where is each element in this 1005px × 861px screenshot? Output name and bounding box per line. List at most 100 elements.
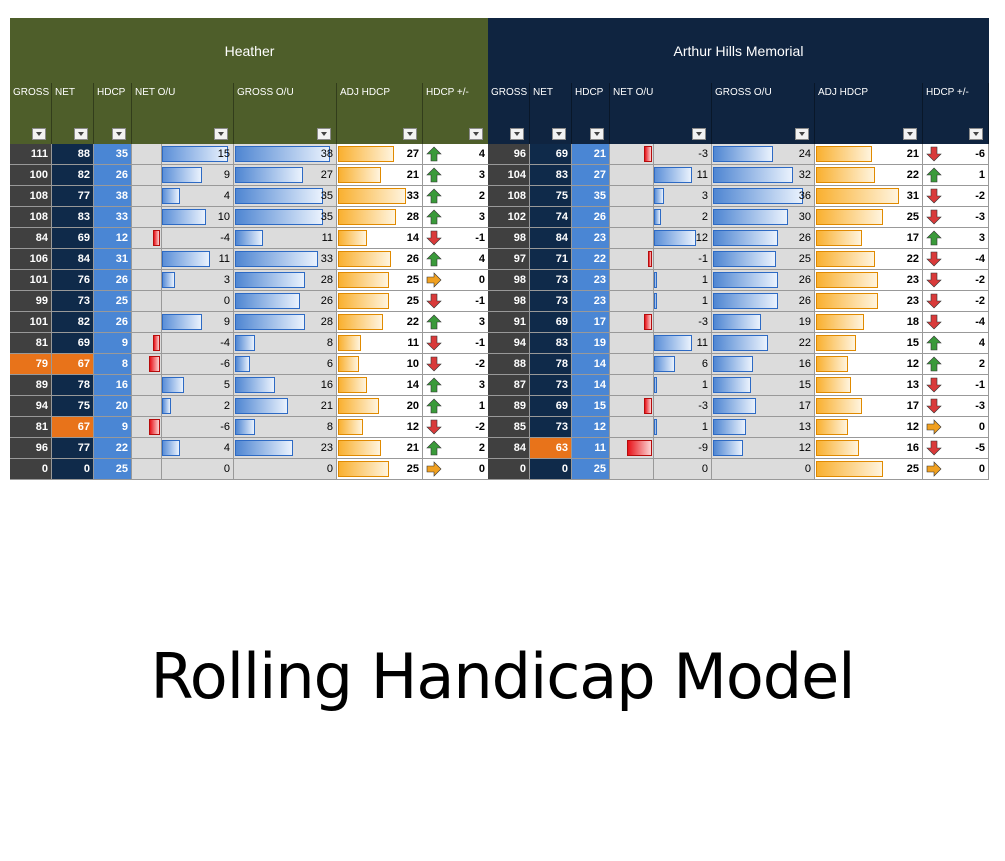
gross-ou-value: 0 [326, 463, 333, 475]
hdcp-change-value: 4 [478, 148, 485, 160]
net-ou-bar [627, 440, 652, 456]
gross-ou-cell: 13 [712, 417, 815, 438]
table-row: 100 82 26 9 27 21 3 [10, 165, 489, 186]
gross-ou-value: 28 [320, 274, 333, 286]
table-row: 108 83 33 10 35 28 3 [10, 207, 489, 228]
net-ou-bar [153, 230, 160, 246]
gross-ou-cell: 8 [234, 417, 337, 438]
gross-ou-value: 22 [798, 337, 811, 349]
hdcp-cell: 22 [572, 249, 610, 270]
net-ou-bar [153, 335, 160, 351]
net-ou-bar [654, 335, 692, 351]
hdcp-cell: 17 [572, 312, 610, 333]
gross-ou-cell: 28 [234, 270, 337, 291]
net-cell: 83 [530, 165, 572, 186]
filter-dropdown-icon[interactable] [969, 128, 983, 140]
net-ou-cell: 10 [162, 207, 234, 228]
net-ou-value: 0 [701, 463, 708, 475]
hdcp-change-value: -2 [975, 190, 985, 202]
gross-cell: 91 [488, 312, 530, 333]
gross-ou-bar [713, 188, 803, 204]
gross-ou-value: 26 [320, 295, 333, 307]
adj-hdcp-bar [338, 398, 379, 414]
net-cell: 74 [530, 207, 572, 228]
hdcp-cell: 12 [94, 228, 132, 249]
gross-ou-cell: 26 [712, 270, 815, 291]
filter-dropdown-icon[interactable] [795, 128, 809, 140]
filter-dropdown-icon[interactable] [590, 128, 604, 140]
net-ou-bar [654, 167, 692, 183]
gross-ou-value: 15 [798, 379, 811, 391]
net-ou-cell: -1 [654, 249, 712, 270]
filter-dropdown-icon[interactable] [403, 128, 417, 140]
column-header-label: HDCP [97, 87, 126, 98]
filter-dropdown-icon[interactable] [214, 128, 228, 140]
adj-hdcp-value: 18 [906, 316, 919, 328]
arrow-down-icon [926, 440, 942, 456]
column-header-hdcp-change: HDCP +/- [923, 83, 989, 144]
net-cell: 78 [530, 354, 572, 375]
net-ou-bar [654, 356, 675, 372]
adj-hdcp-bar [338, 461, 389, 477]
net-cell: 69 [530, 396, 572, 417]
net-ou-value: -6 [220, 358, 230, 370]
adj-hdcp-value: 21 [906, 148, 919, 160]
net-ou-cell: 1 [654, 417, 712, 438]
table-row: 101 76 26 3 28 25 0 [10, 270, 489, 291]
filter-dropdown-icon[interactable] [74, 128, 88, 140]
column-header-label: HDCP +/- [926, 87, 969, 98]
net-ou-cell: 12 [654, 228, 712, 249]
filter-dropdown-icon[interactable] [32, 128, 46, 140]
net-ou-bar [654, 272, 657, 288]
net-ou-cell: -3 [654, 396, 712, 417]
adj-hdcp-bar [338, 209, 396, 225]
filter-dropdown-icon[interactable] [112, 128, 126, 140]
hdcp-cell: 27 [572, 165, 610, 186]
hdcp-change-cell: -5 [923, 438, 989, 459]
hdcp-cell: 14 [572, 375, 610, 396]
column-header-label: HDCP +/- [426, 87, 469, 98]
course-title: Arthur Hills Memorial [488, 18, 989, 83]
gross-ou-value: 24 [798, 148, 811, 160]
column-header-net-ou: NET O/U [610, 83, 712, 144]
gross-ou-value: 17 [798, 400, 811, 412]
filter-dropdown-icon[interactable] [510, 128, 524, 140]
gross-ou-value: 26 [798, 274, 811, 286]
net-ou-negative-cell [610, 312, 654, 333]
hdcp-cell: 21 [572, 144, 610, 165]
net-cell: 75 [52, 396, 94, 417]
filter-dropdown-icon[interactable] [552, 128, 566, 140]
filter-dropdown-icon[interactable] [469, 128, 483, 140]
net-ou-cell: 4 [162, 186, 234, 207]
gross-cell: 84 [10, 228, 52, 249]
hdcp-change-cell: 3 [423, 165, 489, 186]
net-ou-bar [162, 188, 180, 204]
gross-ou-bar [235, 230, 263, 246]
gross-cell: 97 [488, 249, 530, 270]
hdcp-change-cell: 0 [923, 417, 989, 438]
filter-dropdown-icon[interactable] [317, 128, 331, 140]
table-row: 106 84 31 11 33 26 4 [10, 249, 489, 270]
adj-hdcp-value: 20 [406, 400, 419, 412]
course-header: Arthur Hills Memorial GROSS NET HDCP NET O/U… [488, 18, 989, 144]
gross-ou-bar [713, 251, 776, 267]
net-ou-negative-cell [132, 270, 162, 291]
filter-dropdown-icon[interactable] [692, 128, 706, 140]
net-ou-bar [654, 419, 657, 435]
net-ou-value: -3 [698, 316, 708, 328]
net-ou-bar [162, 146, 228, 162]
net-ou-cell: 0 [162, 291, 234, 312]
net-ou-cell: 3 [654, 186, 712, 207]
hdcp-change-value: 0 [478, 463, 485, 475]
gross-ou-value: 8 [326, 337, 333, 349]
net-ou-cell: 0 [654, 459, 712, 480]
gross-ou-bar [235, 356, 250, 372]
gross-ou-bar [235, 335, 255, 351]
hdcp-change-value: 2 [478, 442, 485, 454]
net-ou-bar [162, 167, 202, 183]
gross-ou-cell: 25 [712, 249, 815, 270]
filter-dropdown-icon[interactable] [903, 128, 917, 140]
gross-ou-value: 35 [320, 190, 333, 202]
gross-ou-value: 27 [320, 169, 333, 181]
hdcp-cell: 14 [572, 354, 610, 375]
